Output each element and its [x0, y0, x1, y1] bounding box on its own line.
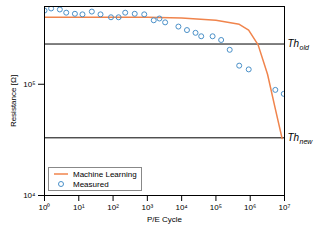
svg-text:10⁷: 10⁷ [279, 203, 291, 212]
html-text:Machine Learning: Machine Learning [73, 169, 137, 179]
svg-text:10⁴: 10⁴ [23, 191, 36, 200]
svg-text:10⁰: 10⁰ [39, 203, 51, 212]
svg-text:10⁵: 10⁵ [210, 203, 222, 212]
svg-text:10⁵: 10⁵ [23, 80, 35, 89]
svg-text:P/E Cycle: P/E Cycle [147, 215, 183, 224]
svg-text:old: old [300, 44, 310, 51]
svg-text:new: new [300, 138, 314, 145]
svg-text:10¹: 10¹ [73, 203, 85, 212]
html-text:Measured: Measured [73, 179, 109, 189]
svg-text:10⁴: 10⁴ [175, 203, 188, 212]
svg-text:10³: 10³ [142, 203, 154, 212]
svg-text:10⁶: 10⁶ [244, 203, 256, 212]
svg-text:Th: Th [288, 38, 300, 49]
svg-text:10²: 10² [107, 203, 119, 212]
svg-text:Th: Th [288, 132, 300, 143]
svg-text:Resistance [Ω]: Resistance [Ω] [9, 75, 18, 127]
